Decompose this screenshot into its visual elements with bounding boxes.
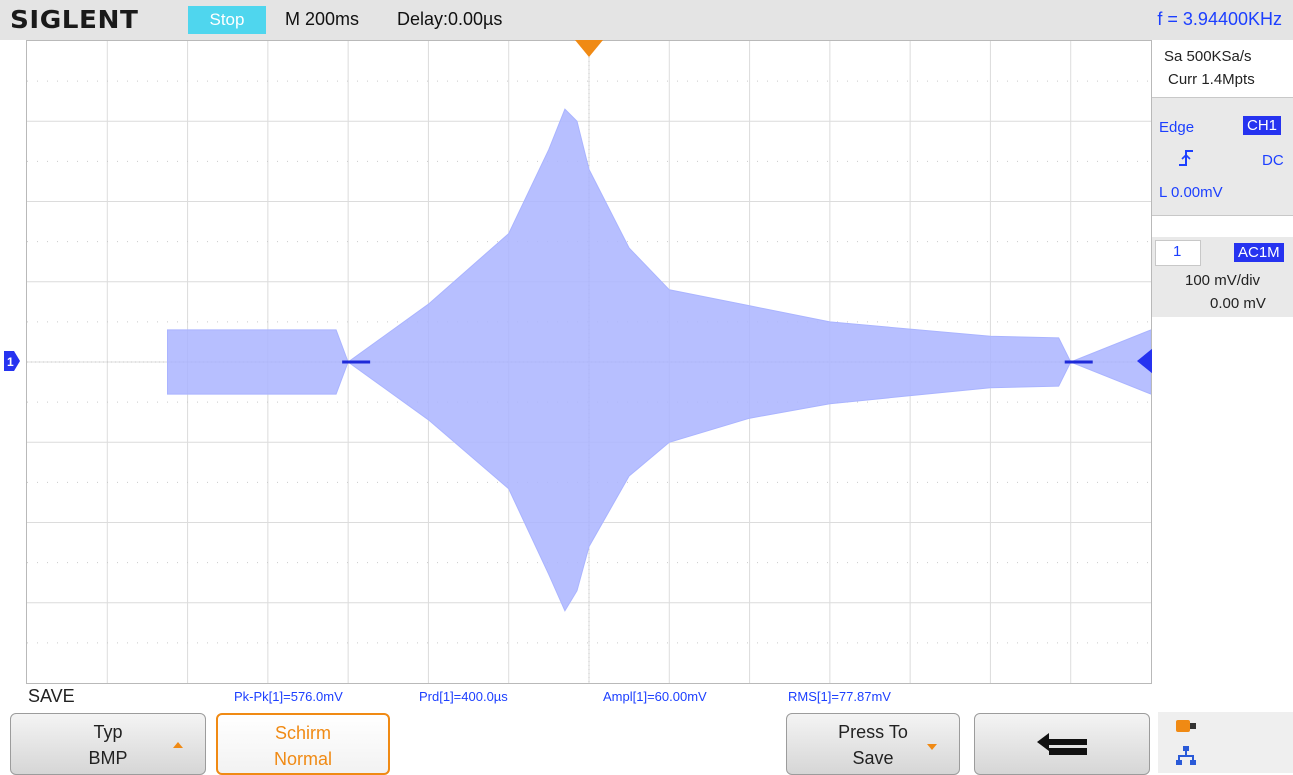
brand-logo: SIGLENT xyxy=(10,5,139,34)
channel-number: 1 xyxy=(1173,243,1182,260)
svg-text:1: 1 xyxy=(7,355,14,369)
measurement-period: Prd[1]=400.0µs xyxy=(419,689,508,704)
selector-arrow-icon xyxy=(173,742,183,748)
softkey-save-value: Save xyxy=(852,748,894,768)
softkey-screen-label: Schirm xyxy=(274,723,331,743)
delay-readout[interactable]: Delay:0.00µs xyxy=(397,9,503,29)
trigger-coupling: DC xyxy=(1262,152,1284,169)
selector-arrow-icon xyxy=(927,744,937,750)
acquisition-info xyxy=(1152,40,1293,95)
status-icon-area xyxy=(1158,712,1293,773)
memory-depth: Curr 1.4Mpts xyxy=(1168,71,1255,88)
rising-edge-icon xyxy=(1179,150,1193,166)
trigger-type: Edge xyxy=(1159,119,1195,136)
waveform-display[interactable] xyxy=(26,40,1152,684)
softkey-save-label: Press To xyxy=(838,722,908,742)
channel-offset: 0.00 mV xyxy=(1210,295,1266,312)
trigger-position-marker[interactable] xyxy=(575,40,603,57)
softkey-type-label: Typ xyxy=(93,722,123,742)
softkey-return[interactable] xyxy=(974,713,1150,775)
run-stop-indicator[interactable]: Stop xyxy=(188,6,266,34)
return-arrow-icon xyxy=(1037,733,1087,755)
channel-number-tab[interactable] xyxy=(1155,240,1201,266)
softkey-type-value: BMP xyxy=(88,748,128,768)
measurement-rms: RMS[1]=77.87mV xyxy=(788,689,891,704)
usb-storage-icon xyxy=(1176,720,1196,732)
softkey-screen[interactable]: Schirm Normal xyxy=(216,713,390,775)
waveform-envelope-series-0 xyxy=(167,108,1151,612)
trigger-source: CH1 xyxy=(1243,116,1282,135)
sample-rate: Sa 500KSa/s xyxy=(1164,48,1252,65)
trigger-source-label: CH1 xyxy=(1243,116,1282,135)
channel-coupling: AC1M xyxy=(1234,243,1284,262)
measurement-amplitude: Ampl[1]=60.00mV xyxy=(603,689,707,704)
channel-coupling-label: AC1M xyxy=(1234,243,1284,262)
softkey-screen-value: Normal xyxy=(273,749,332,769)
network-icon xyxy=(1176,746,1196,765)
measurement-bar xyxy=(0,684,1293,710)
waveform-graticule xyxy=(27,41,1151,683)
timebase-readout[interactable]: M 200ms xyxy=(285,9,360,29)
trigger-level: L 0.00mV xyxy=(1159,184,1223,201)
channel-scale: 100 mV/div xyxy=(1185,272,1261,289)
softkey-press-to-save[interactable]: Press To Save xyxy=(786,713,960,775)
channel1-ground-marker-icon[interactable]: 1 xyxy=(4,351,20,371)
trigger-level-marker-icon[interactable] xyxy=(1137,348,1153,374)
softkey-type[interactable]: Typ BMP xyxy=(10,713,206,775)
frequency-counter: f = 3.94400KHz xyxy=(1157,9,1282,29)
measurement-pk-pk: Pk-Pk[1]=576.0mV xyxy=(234,689,343,704)
menu-title: SAVE xyxy=(28,686,75,706)
